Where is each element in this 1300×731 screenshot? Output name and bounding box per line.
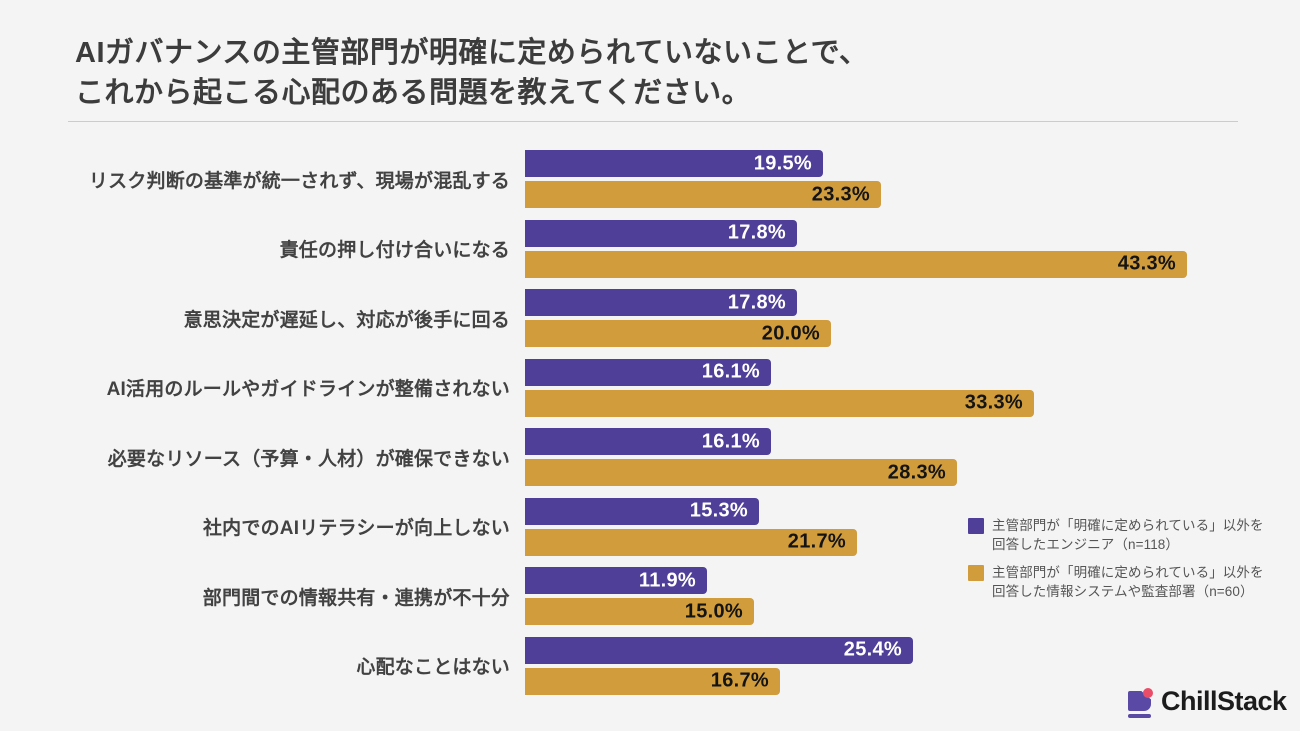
chillstack-logo-icon: [1128, 688, 1153, 718]
bar-infosys: 15.0%: [525, 598, 754, 625]
chart-row: 意思決定が遅延し、対応が後手に回る 17.8% 20.0%: [75, 289, 1225, 347]
chart-row: 必要なリソース（予算・人材）が確保できない 16.1% 28.3%: [75, 428, 1225, 486]
bar-value-label: 15.3%: [689, 499, 748, 522]
bar-pair: 15.3% 21.7%: [525, 497, 1225, 556]
bar-value-label: 19.5%: [753, 152, 812, 174]
bar-infosys: 20.0%: [525, 320, 831, 347]
chillstack-logo-text: ChillStack: [1161, 686, 1287, 716]
category-label: 責任の押し付け合いになる: [279, 240, 510, 261]
legend-label-infosys: 主管部門が「明確に定められている」以外を 回答した情報システムや監査部署（n=6…: [992, 563, 1264, 601]
bar-value-label: 15.0%: [684, 600, 743, 622]
bar-engineer: 25.4%: [525, 636, 913, 664]
bar-value-label: 21.7%: [787, 530, 846, 553]
bar-infosys: 28.3%: [525, 459, 957, 486]
bar-value-label: 28.3%: [887, 461, 946, 483]
legend-swatch-infosys-icon: [968, 565, 984, 581]
bar-infosys: 33.3%: [525, 389, 1034, 417]
bar-value-label: 43.3%: [1117, 252, 1176, 275]
bar-engineer: 16.1%: [525, 428, 771, 455]
bar-pair: 25.4% 16.7%: [525, 636, 1225, 695]
chart-title: AIガバナンスの主管部門が明確に定められていないことで、 これから起こる心配のあ…: [75, 33, 869, 113]
chart-title-line-1: AIガバナンスの主管部門が明確に定められていないことで、: [75, 37, 869, 69]
category-label: 必要なリソース（予算・人材）が確保できない: [107, 448, 510, 470]
chart-row: AI活用のルールやガイドラインが整備されない 16.1% 33.3%: [75, 358, 1225, 417]
legend-infosys-line-2: 回答した情報システムや監査部署（n=60）: [992, 584, 1254, 599]
bar-value-label: 23.3%: [811, 183, 870, 205]
bar-value-label: 20.0%: [761, 322, 820, 344]
bar-value-label: 16.1%: [701, 430, 760, 452]
bar-infosys: 16.7%: [525, 667, 780, 695]
bar-infosys: 43.3%: [525, 250, 1187, 278]
grouped-bar-chart: リスク判断の基準が統一されず、現場が混乱する 19.5% 23.3% 責任の押し付け合…: [75, 150, 1225, 695]
bar-pair: 17.8% 43.3%: [525, 219, 1225, 278]
chart-row: リスク判断の基準が統一されず、現場が混乱する 19.5% 23.3%: [75, 150, 1225, 208]
legend-label-engineer: 主管部門が「明確に定められている」以外を 回答したエンジニア（n=118）: [992, 516, 1264, 554]
bar-infosys: 21.7%: [525, 528, 857, 556]
bar-pair: 16.1% 28.3%: [525, 428, 1225, 486]
category-label: 心配なことはない: [356, 657, 510, 678]
legend-engineer-line-2: 回答したエンジニア（n=118）: [992, 537, 1180, 552]
bar-infosys: 23.3%: [525, 181, 881, 208]
bar-value-label: 17.8%: [727, 291, 786, 313]
category-label: 部門間での情報共有・連携が不十分: [202, 587, 510, 609]
legend-item-engineer: 主管部門が「明確に定められている」以外を 回答したエンジニア（n=118）: [968, 516, 1278, 554]
bar-value-label: 11.9%: [638, 569, 696, 591]
category-label: AI活用のルールやガイドラインが整備されない: [106, 379, 510, 400]
bar-pair: 16.1% 33.3%: [525, 358, 1225, 417]
bar-value-label: 16.1%: [701, 360, 760, 383]
legend-infosys-line-1: 主管部門が「明確に定められている」以外を: [992, 565, 1264, 580]
chart-row: 心配なことはない 25.4% 16.7%: [75, 636, 1225, 695]
bar-engineer: 17.8%: [525, 289, 797, 316]
chillstack-logo: ChillStack: [1128, 685, 1287, 718]
bar-pair: 11.9% 15.0%: [525, 567, 1225, 625]
category-label: 意思決定が遅延し、対応が後手に回る: [183, 309, 510, 331]
category-label: 社内でのAIリテラシーが向上しない: [202, 518, 510, 539]
chart-legend: 主管部門が「明確に定められている」以外を 回答したエンジニア（n=118） 主管…: [968, 516, 1278, 610]
bar-value-label: 16.7%: [710, 669, 769, 692]
bar-engineer: 17.8%: [525, 219, 797, 247]
category-label: リスク判断の基準が統一されず、現場が混乱する: [88, 170, 510, 192]
bar-engineer: 11.9%: [525, 567, 707, 594]
legend-engineer-line-1: 主管部門が「明確に定められている」以外を: [992, 518, 1264, 533]
logo-dot-shape: [1143, 688, 1153, 698]
legend-item-infosys: 主管部門が「明確に定められている」以外を 回答した情報システムや監査部署（n=6…: [968, 563, 1278, 601]
bar-value-label: 25.4%: [843, 638, 902, 661]
logo-underline-shape: [1128, 714, 1151, 718]
bar-pair: 19.5% 23.3%: [525, 150, 1225, 208]
bar-value-label: 33.3%: [964, 391, 1023, 414]
bar-engineer: 19.5%: [525, 150, 823, 177]
chart-title-line-2: これから起こる心配のある問題を教えてください。: [75, 77, 752, 109]
chart-row: 社内でのAIリテラシーが向上しない 15.3% 21.7%: [75, 497, 1225, 556]
chart-row: 部門間での情報共有・連携が不十分 11.9% 15.0%: [75, 567, 1225, 625]
title-divider: [68, 121, 1238, 122]
bar-engineer: 15.3%: [525, 497, 759, 525]
bar-engineer: 16.1%: [525, 358, 771, 386]
bar-pair: 17.8% 20.0%: [525, 289, 1225, 347]
chart-row: 責任の押し付け合いになる 17.8% 43.3%: [75, 219, 1225, 278]
legend-swatch-engineer-icon: [968, 518, 984, 534]
bar-value-label: 17.8%: [727, 221, 786, 244]
